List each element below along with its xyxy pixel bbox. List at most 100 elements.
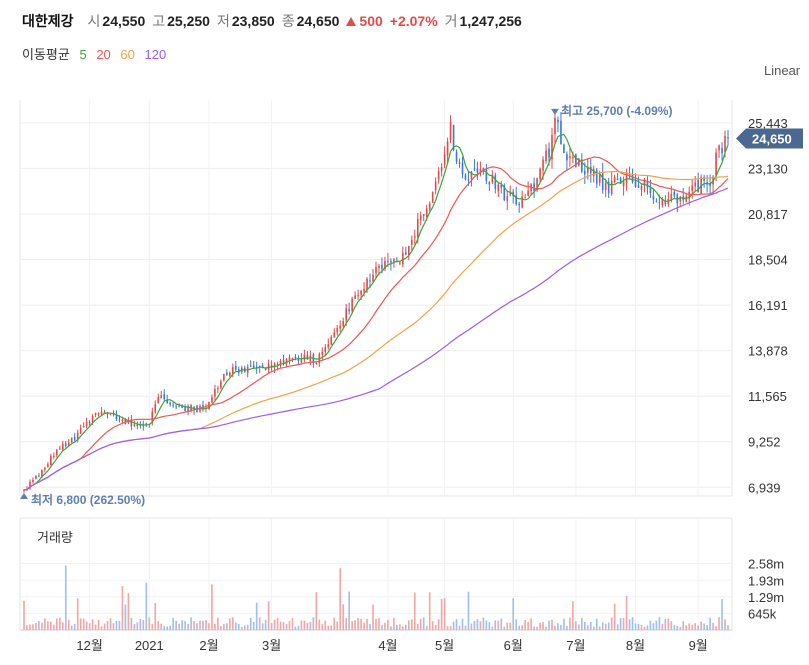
candle-body bbox=[604, 182, 607, 190]
volume-tick-label: 1.93m bbox=[748, 573, 784, 588]
volume-bar bbox=[679, 626, 682, 630]
volume-bar bbox=[50, 621, 52, 630]
volume-bar bbox=[613, 603, 616, 630]
ma20-line bbox=[23, 156, 729, 491]
legend-ma5[interactable]: 5 bbox=[79, 47, 87, 62]
candle-body bbox=[413, 236, 416, 238]
moving-average-legend[interactable]: 이동평균 5 20 60 120 bbox=[22, 44, 172, 63]
candle-body bbox=[29, 481, 31, 489]
candle bbox=[533, 177, 535, 198]
candle bbox=[163, 389, 166, 402]
legend-ma60[interactable]: 60 bbox=[120, 47, 135, 62]
candle-body bbox=[133, 424, 136, 426]
volume-bar bbox=[604, 623, 607, 630]
volume-bar bbox=[545, 626, 547, 630]
volume-bar bbox=[348, 591, 350, 630]
volume-bar bbox=[288, 620, 291, 630]
volume-bar bbox=[419, 619, 422, 630]
volume-bar bbox=[169, 625, 171, 630]
volume-bar bbox=[688, 623, 691, 630]
volume-bar bbox=[464, 625, 467, 630]
candle-body bbox=[166, 399, 169, 404]
volume-bar bbox=[443, 598, 446, 630]
price-tick-label: 11,565 bbox=[748, 389, 787, 404]
candle bbox=[267, 359, 270, 374]
legend-ma20[interactable]: 20 bbox=[96, 47, 111, 62]
candle bbox=[655, 198, 658, 203]
volume-bar bbox=[306, 623, 309, 630]
volume-bar bbox=[652, 623, 655, 630]
candle-body bbox=[509, 192, 512, 195]
volume-bar bbox=[61, 622, 64, 630]
candle-body bbox=[300, 358, 303, 363]
candle bbox=[461, 156, 464, 179]
low-annotation: 최저 6,800 (262.50%) bbox=[31, 492, 145, 507]
candle bbox=[515, 186, 518, 206]
candle-body bbox=[610, 180, 613, 195]
candle bbox=[458, 158, 461, 168]
candle bbox=[70, 437, 73, 444]
candle-body bbox=[378, 265, 380, 269]
volume-bar bbox=[527, 622, 529, 630]
candle-body bbox=[589, 166, 592, 174]
candle-body bbox=[130, 419, 133, 427]
volume-bar bbox=[106, 621, 109, 630]
candle-body bbox=[485, 168, 488, 181]
volume-bar bbox=[53, 624, 55, 630]
candle-body bbox=[575, 154, 577, 167]
volume-bar bbox=[425, 625, 428, 630]
volume-bar bbox=[339, 568, 342, 630]
volume-bar bbox=[634, 623, 637, 630]
volume-tick-label: 1.29m bbox=[748, 590, 784, 605]
volume-bar bbox=[363, 622, 365, 630]
candle-body bbox=[333, 332, 336, 338]
candle bbox=[637, 176, 640, 188]
candle-body bbox=[160, 395, 163, 399]
candle-body bbox=[518, 203, 521, 206]
volume-bar bbox=[631, 617, 634, 630]
time-tick-label: 7월 bbox=[566, 638, 585, 653]
candle bbox=[419, 211, 422, 226]
volume-bar bbox=[431, 621, 434, 630]
volume-bar bbox=[223, 623, 225, 630]
scale-toggle[interactable]: Linear bbox=[764, 63, 801, 78]
candle-body bbox=[461, 162, 464, 175]
candle-body bbox=[470, 171, 473, 180]
volume-bar bbox=[533, 626, 535, 630]
candle bbox=[88, 420, 91, 426]
candle bbox=[446, 137, 449, 163]
candle-body bbox=[673, 192, 676, 196]
time-tick-label: 3월 bbox=[262, 638, 281, 653]
volume-bar bbox=[336, 621, 339, 630]
volume-bar bbox=[124, 604, 127, 630]
volume-bar bbox=[485, 620, 488, 630]
candle-body bbox=[118, 419, 121, 421]
volume-bar bbox=[396, 624, 398, 630]
volume-bar bbox=[658, 617, 661, 630]
volume-bar bbox=[226, 623, 228, 630]
candle bbox=[718, 144, 720, 158]
candle-body bbox=[288, 357, 291, 361]
high-annotation: 최고 25,700 (-4.09%) bbox=[561, 103, 672, 118]
candle-body bbox=[97, 413, 100, 415]
candle-body bbox=[592, 169, 595, 176]
legend-ma120[interactable]: 120 bbox=[144, 47, 167, 62]
candle bbox=[327, 338, 330, 350]
volume-bar bbox=[405, 624, 407, 630]
candle bbox=[79, 424, 82, 434]
volume-bar bbox=[354, 620, 356, 630]
candle-body bbox=[619, 178, 622, 184]
time-tick-label: 4월 bbox=[378, 638, 397, 653]
volume-bar bbox=[551, 619, 553, 630]
candle bbox=[47, 462, 49, 468]
volume-bar bbox=[294, 626, 297, 630]
volume-bar bbox=[390, 626, 392, 630]
candle bbox=[384, 256, 386, 272]
candle-body bbox=[264, 367, 267, 371]
price-tick-label: 25,443 bbox=[748, 116, 788, 131]
volume-bar bbox=[625, 595, 628, 630]
candle bbox=[351, 296, 353, 315]
volume-bar bbox=[252, 621, 255, 630]
volume-bar bbox=[479, 621, 482, 630]
